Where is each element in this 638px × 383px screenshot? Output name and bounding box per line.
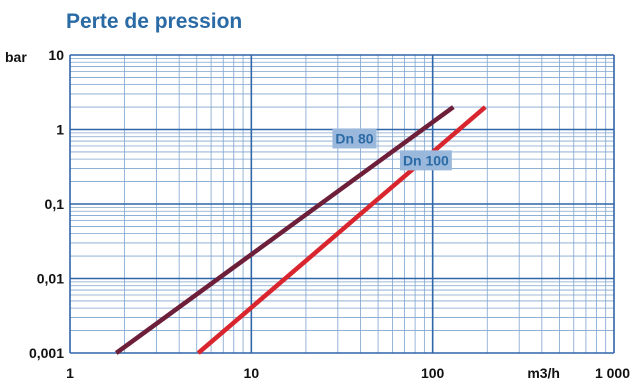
- x-axis-unit-label: m3/h: [527, 365, 560, 381]
- x-tick-label: 100: [421, 365, 445, 381]
- series-line-dn100: [196, 105, 487, 355]
- series-label-dn100: Dn 100: [403, 152, 449, 168]
- series-label-bg-dn100: [399, 150, 452, 171]
- series-label-dn80: Dn 80: [335, 130, 373, 146]
- x-tick-label: 10: [244, 365, 260, 381]
- y-tick-label: 10: [48, 47, 64, 63]
- y-tick-label: 0,1: [45, 196, 65, 212]
- chart-title: Perte de pression: [66, 10, 242, 33]
- y-tick-label: 0,01: [37, 271, 64, 287]
- y-tick-label: 0,001: [29, 345, 64, 361]
- x-tick-label: 1: [66, 365, 74, 381]
- chart-grid: [69, 54, 615, 354]
- x-tick-label: 1 000: [595, 365, 630, 381]
- series-layer: Dn 80 Dn 100: [114, 105, 487, 355]
- y-axis-unit-label: bar: [5, 49, 27, 65]
- series-label-bg-dn80: [332, 128, 377, 149]
- y-tick-label: 1: [56, 122, 64, 138]
- series-line-dn80: [114, 105, 455, 355]
